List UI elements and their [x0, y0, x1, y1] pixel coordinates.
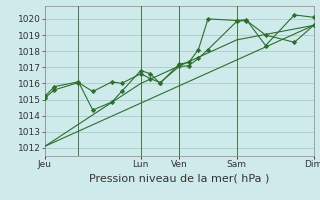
X-axis label: Pression niveau de la mer( hPa ): Pression niveau de la mer( hPa ): [89, 173, 269, 183]
